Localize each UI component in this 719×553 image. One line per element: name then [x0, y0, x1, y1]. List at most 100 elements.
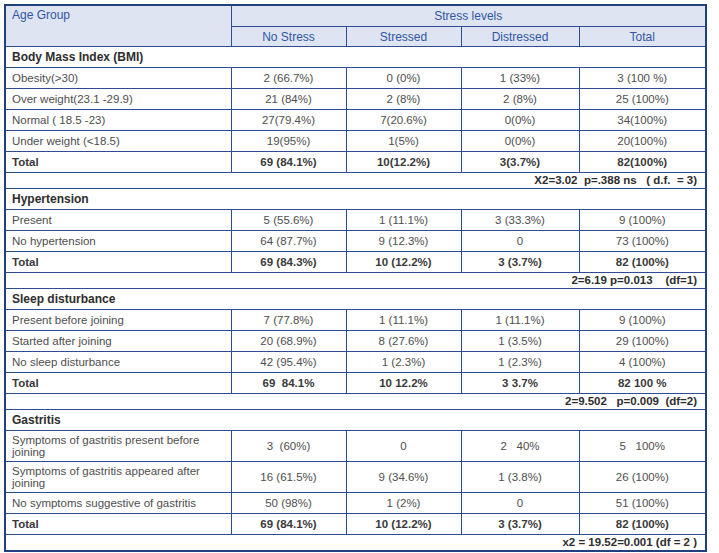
- row-label: No hypertension: [5, 231, 231, 252]
- data-cell: 50 (98%): [231, 493, 346, 514]
- data-cell: 51 (100%): [579, 493, 706, 514]
- data-cell: 82 (100%): [579, 514, 706, 535]
- data-cell: 69 (84.1%): [231, 152, 346, 173]
- total-row: Total 69 (84.1%) 10(12.2%) 3(3.7%) 82(10…: [5, 152, 706, 173]
- data-cell: 0: [461, 493, 579, 514]
- data-cell: 25 (100%): [579, 89, 706, 110]
- row-label: Total: [5, 252, 231, 273]
- data-cell: 82(100%): [579, 152, 706, 173]
- data-cell: 73 (100%): [579, 231, 706, 252]
- data-cell: 20 (68.9%): [231, 331, 346, 352]
- table-container: Age Group Stress levels No Stress Stress…: [4, 4, 719, 552]
- data-cell: 0: [346, 431, 461, 462]
- row-label: Present before joining: [5, 310, 231, 331]
- table-row: No hypertension 64 (87.7%) 9 (12.3%) 0 7…: [5, 231, 706, 252]
- factors-stress-table: Age Group Stress levels No Stress Stress…: [4, 4, 707, 552]
- column-header-stressed: Stressed: [346, 27, 461, 47]
- row-label: Under weight (<18.5): [5, 131, 231, 152]
- total-row: Total 69 (84.1%) 10 (12.2%) 3 (3.7%) 82 …: [5, 514, 706, 535]
- row-label: Symptoms of gastritis appeared after joi…: [5, 462, 231, 493]
- data-cell: 4 (100%): [579, 352, 706, 373]
- data-cell: 19(95%): [231, 131, 346, 152]
- row-label: Total: [5, 514, 231, 535]
- data-cell: 7(20.6%): [346, 110, 461, 131]
- stats-row: x2 = 19.52=0.001 (df = 2 ): [5, 535, 706, 552]
- row-label: Normal ( 18.5 -23): [5, 110, 231, 131]
- data-cell: 3 (3.7%): [461, 252, 579, 273]
- row-label: Over weight(23.1 -29.9): [5, 89, 231, 110]
- stats-cell: x2 = 19.52=0.001 (df = 2 ): [5, 535, 706, 552]
- stats-cell: 2=9.502 p=0.009 (df=2): [5, 394, 706, 410]
- section-title: Gastritis: [5, 410, 706, 431]
- data-cell: 64 (87.7%): [231, 231, 346, 252]
- header-row-group: Age Group Stress levels: [5, 5, 706, 27]
- data-cell: 3 (60%): [231, 431, 346, 462]
- section-title: Body Mass Index (BMI): [5, 47, 706, 68]
- data-cell: 1 (2.3%): [461, 352, 579, 373]
- row-label: Present: [5, 210, 231, 231]
- table-row: Symptoms of gastritis appeared after joi…: [5, 462, 706, 493]
- row-label: Total: [5, 373, 231, 394]
- data-cell: 1 (11.1%): [461, 310, 579, 331]
- row-label: Total: [5, 152, 231, 173]
- data-cell: 3(3.7%): [461, 152, 579, 173]
- data-cell: 10(12.2%): [346, 152, 461, 173]
- data-cell: 0: [461, 231, 579, 252]
- table-row: Symptoms of gastritis present before joi…: [5, 431, 706, 462]
- total-row: Total 69 (84.3%) 10 (12.2%) 3 (3.7%) 82 …: [5, 252, 706, 273]
- data-cell: 1 (2%): [346, 493, 461, 514]
- column-header-distressed: Distressed: [461, 27, 579, 47]
- data-cell: 1 (11.1%): [346, 210, 461, 231]
- data-cell: 10 12.2%: [346, 373, 461, 394]
- table-row: Present before joining 7 (77.8%) 1 (11.1…: [5, 310, 706, 331]
- section-title: Hypertension: [5, 189, 706, 210]
- table-row: Present 5 (55.6%) 1 (11.1%) 3 (33.3%) 9 …: [5, 210, 706, 231]
- data-cell: 34(100%): [579, 110, 706, 131]
- stats-row: X2=3.02 p=.388 ns ( d.f. = 3): [5, 173, 706, 189]
- column-header-total: Total: [579, 27, 706, 47]
- data-cell: 69 84.1%: [231, 373, 346, 394]
- data-cell: 1 (3.8%): [461, 462, 579, 493]
- section-row: Body Mass Index (BMI): [5, 47, 706, 68]
- stats-row: 2=9.502 p=0.009 (df=2): [5, 394, 706, 410]
- data-cell: 5 100%: [579, 431, 706, 462]
- data-cell: 3 3.7%: [461, 373, 579, 394]
- row-label: Symptoms of gastritis present before joi…: [5, 431, 231, 462]
- data-cell: 82 (100%): [579, 252, 706, 273]
- data-cell: 2 (8%): [346, 89, 461, 110]
- data-cell: 0(0%): [461, 131, 579, 152]
- data-cell: 2 (66.7%): [231, 68, 346, 89]
- stats-cell: X2=3.02 p=.388 ns ( d.f. = 3): [5, 173, 706, 189]
- table-row: Started after joining 20 (68.9%) 8 (27.6…: [5, 331, 706, 352]
- data-cell: 7 (77.8%): [231, 310, 346, 331]
- stats-row: 2=6.19 p=0.013 (df=1): [5, 273, 706, 289]
- table-row: No sleep disturbance 42 (95.4%) 1 (2.3%)…: [5, 352, 706, 373]
- table-row: Under weight (<18.5) 19(95%) 1(5%) 0(0%)…: [5, 131, 706, 152]
- data-cell: 10 (12.2%): [346, 252, 461, 273]
- data-cell: 82 100 %: [579, 373, 706, 394]
- data-cell: 20(100%): [579, 131, 706, 152]
- data-cell: 1 (3.5%): [461, 331, 579, 352]
- data-cell: 5 (55.6%): [231, 210, 346, 231]
- row-label: Started after joining: [5, 331, 231, 352]
- data-cell: 9 (34.6%): [346, 462, 461, 493]
- data-cell: 3 (3.7%): [461, 514, 579, 535]
- data-cell: 1 (2.3%): [346, 352, 461, 373]
- row-label: No symptoms suggestive of gastritis: [5, 493, 231, 514]
- data-cell: 16 (61.5%): [231, 462, 346, 493]
- data-cell: 9 (12.3%): [346, 231, 461, 252]
- data-cell: 69 (84.3%): [231, 252, 346, 273]
- total-row: Total 69 84.1% 10 12.2% 3 3.7% 82 100 %: [5, 373, 706, 394]
- data-cell: 2 40%: [461, 431, 579, 462]
- section-title: Sleep disturbance: [5, 289, 706, 310]
- data-cell: 1 (11.1%): [346, 310, 461, 331]
- section-row: Sleep disturbance: [5, 289, 706, 310]
- data-cell: 1(5%): [346, 131, 461, 152]
- age-group-header: Age Group: [5, 5, 231, 47]
- data-cell: 21 (84%): [231, 89, 346, 110]
- data-cell: 3 (100 %): [579, 68, 706, 89]
- table-row: Obesity(>30) 2 (66.7%) 0 (0%) 1 (33%) 3 …: [5, 68, 706, 89]
- data-cell: 0(0%): [461, 110, 579, 131]
- table-row: No symptoms suggestive of gastritis 50 (…: [5, 493, 706, 514]
- row-label: No sleep disturbance: [5, 352, 231, 373]
